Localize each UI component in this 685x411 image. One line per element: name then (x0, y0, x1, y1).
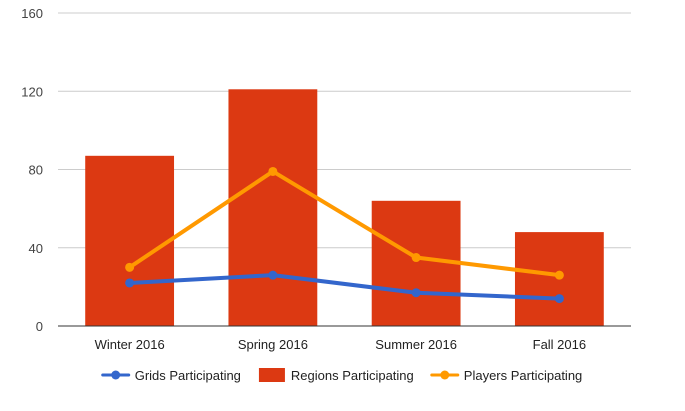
y-tick-label: 0 (36, 319, 43, 334)
point-grids-participating (125, 278, 135, 288)
point-grids-participating (268, 270, 278, 280)
point-players-participating (411, 253, 421, 263)
y-tick-label: 160 (21, 6, 43, 21)
x-axis-tick-labels: Winter 2016 Spring 2016 Summer 2016 Fall 20… (95, 337, 587, 352)
bar-regions-participating (85, 155, 175, 326)
legend-label: Regions Participating (291, 368, 414, 383)
point-players-participating (125, 262, 135, 272)
point-players-participating (268, 166, 278, 176)
line-players-participating (127, 169, 562, 278)
point-grids-participating (411, 288, 421, 298)
bar-series (85, 89, 604, 326)
y-tick-label: 40 (29, 241, 43, 256)
y-tick-label: 120 (21, 84, 43, 99)
line-series (125, 166, 564, 304)
legend-label: Grids Participating (135, 368, 241, 383)
legend-marker-grids-participating (111, 370, 121, 380)
bar-regions-participating (228, 89, 318, 326)
bar-regions-participating (371, 200, 461, 326)
line-grids-participating (127, 273, 562, 301)
x-tick-label: Summer 2016 (375, 337, 457, 352)
legend-marker-players-participating (440, 370, 450, 380)
y-tick-label: 80 (29, 163, 43, 178)
point-grids-participating (554, 294, 564, 304)
x-tick-label: Fall 2016 (533, 337, 586, 352)
legend-swatch-regions-participating (258, 368, 285, 382)
x-tick-label: Winter 2016 (95, 337, 165, 352)
y-axis-tick-labels: 0 40 80 120 160 (21, 6, 43, 334)
x-tick-label: Spring 2016 (238, 337, 308, 352)
point-players-participating (554, 270, 564, 280)
legend: Grids Participating Regions Participating… (101, 368, 583, 383)
legend-label: Players Participating (464, 368, 583, 383)
